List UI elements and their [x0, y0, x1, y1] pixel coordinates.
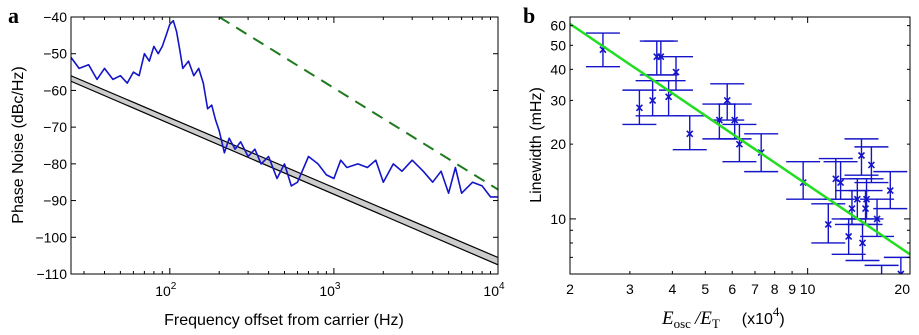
phase-noise-x-axis-label: Frequency offset from carrier (Hz): [164, 312, 404, 329]
unit-prefix: (x10: [742, 311, 773, 328]
measured-phase-noise-line: [71, 19, 498, 198]
y-tick-label: 10: [550, 211, 566, 227]
thermal-noise-lower-line: [71, 80, 498, 266]
x-tick-label: 102: [155, 281, 177, 299]
linewidth-data-point: [883, 256, 910, 274]
y-tick-label: 60: [550, 18, 566, 34]
phase-noise-ticks: −40 −50 −60 −70 −80 −90 −100 −110 102 103 104: [35, 9, 505, 299]
linewidth-data-point: [811, 203, 846, 244]
linewidth-data-point: [635, 80, 670, 117]
linewidth-data-point: [722, 123, 757, 163]
linewidth-data-point: [672, 115, 707, 151]
phase-noise-plot-area: [71, 17, 498, 266]
energy-symbol: E: [661, 308, 674, 329]
linewidth-data-point: [639, 40, 674, 76]
y-tick-label: −60: [43, 82, 67, 98]
panel-a-label: a: [8, 3, 19, 28]
linewidth-data-point: [873, 170, 908, 210]
linewidth-data-point: [585, 32, 620, 68]
unit-exponent: 4: [773, 304, 780, 319]
x-tick-label: 9: [788, 281, 796, 297]
x-tick-label: 6: [728, 281, 736, 297]
y-tick-label: 40: [550, 61, 566, 77]
x-tick-label: 104: [483, 281, 505, 299]
y-tick-label: −70: [43, 119, 67, 135]
panel-b-label: b: [523, 3, 535, 28]
linewidth-data-point: [864, 264, 899, 274]
x-tick-label: 10: [800, 281, 816, 297]
linewidth-data-point: [643, 40, 678, 76]
linewidth-data-point: [710, 83, 745, 121]
linewidth-data-point: [854, 146, 889, 184]
energy-subscript-t: T: [712, 316, 720, 331]
x-tick-label: 20: [894, 281, 910, 297]
y-tick-label: −40: [43, 9, 67, 25]
y-tick-label: −110: [37, 266, 68, 282]
linewidth-data-point: [658, 55, 693, 91]
y-tick-label: −50: [43, 46, 67, 62]
x-tick-label: 5: [701, 281, 709, 297]
dashed-bound-line: [218, 17, 498, 191]
phase-noise-series-group: [71, 17, 498, 266]
linewidth-axes-frame: [569, 16, 911, 275]
phase-noise-panel: a −40 −50 −60 −70 −80 −90 −100 −110 102 103 104 Fr…: [8, 3, 505, 329]
x-tick-label: 3: [626, 281, 634, 297]
x-tick-label: 4: [668, 281, 676, 297]
unit-close: ): [779, 311, 784, 328]
energy-subscript-osc: osc: [674, 316, 692, 331]
phase-noise-y-axis-label: Phase Noise (dBc/Hz): [10, 66, 27, 223]
y-tick-label: −100: [35, 229, 67, 245]
linewidth-data-point: [844, 138, 879, 176]
thermal-noise-upper-line: [71, 75, 498, 259]
linewidth-data-point: [622, 89, 657, 126]
linewidth-plot-area: [570, 22, 910, 274]
energy-symbol-t: E: [699, 308, 712, 329]
x-tick-label: 2: [566, 281, 574, 297]
y-tick-label: 30: [550, 92, 566, 108]
y-tick-label: 50: [550, 37, 566, 53]
linewidth-data-point: [717, 103, 752, 140]
y-tick-label: 20: [550, 136, 566, 152]
linewidth-data-point: [651, 80, 686, 117]
x-tick-label: 8: [771, 281, 779, 297]
linewidth-x-axis-label: Eosc/ET (x104): [661, 304, 785, 331]
y-tick-label: −90: [43, 193, 67, 209]
y-tick-label: −80: [43, 156, 67, 172]
linewidth-data-point: [860, 198, 895, 238]
thermal-noise-band: [71, 75, 498, 265]
x-tick-label: 7: [751, 281, 759, 297]
linewidth-series-group: [570, 22, 910, 274]
linewidth-y-axis-label: Linewidth (mHz): [528, 87, 545, 203]
x-tick-label: 103: [319, 281, 341, 299]
linewidth-fit-line: [570, 22, 910, 256]
ratio-slash: /: [694, 308, 702, 329]
